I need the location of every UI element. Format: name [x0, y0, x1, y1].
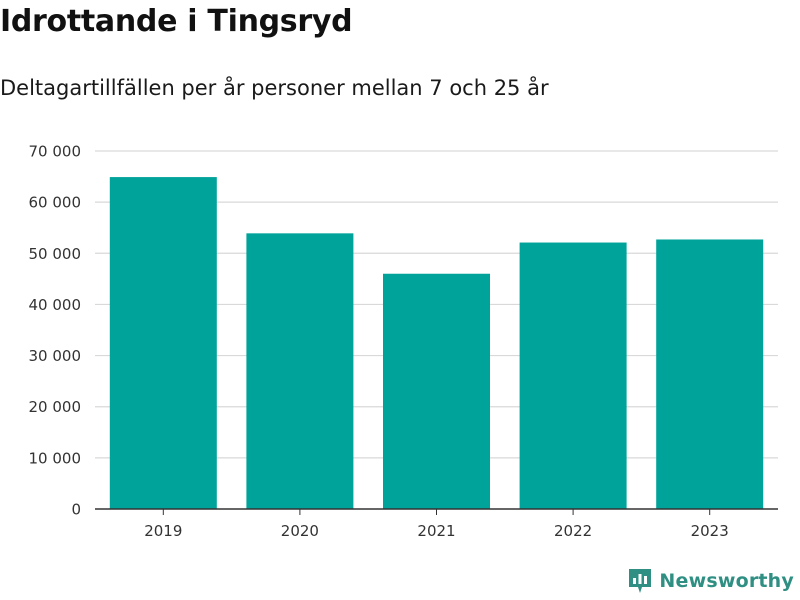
brand-name: Newsworthy: [659, 570, 794, 592]
y-tick-label: 50 000: [29, 245, 82, 263]
y-tick-label: 30 000: [29, 347, 82, 365]
x-tick-label: 2021: [417, 522, 455, 540]
newsworthy-logo-icon: [629, 569, 652, 593]
chart-subtitle: Deltagartillfällen per år personer mella…: [0, 76, 549, 100]
bar-2022: [519, 242, 627, 509]
bar-2019: [109, 177, 217, 509]
y-tick-label: 70 000: [29, 143, 82, 161]
y-tick-label: 0: [71, 501, 81, 519]
y-tick-label: 10 000: [29, 449, 82, 467]
bar-2023: [656, 239, 764, 509]
x-axis-tick-labels: 2019 2020 2021 2022 2023: [144, 509, 729, 540]
bar-2020: [246, 233, 354, 509]
x-tick-label: 2020: [281, 522, 319, 540]
x-tick-label: 2019: [144, 522, 182, 540]
y-axis-tick-labels: 0 10 000 20 000 30 000 40 000 50 000 60 000 70 …: [29, 143, 82, 519]
brand-logo: Newsworthy: [627, 566, 794, 596]
y-tick-label: 60 000: [29, 194, 82, 212]
chart-title: Idrottande i Tingsryd: [0, 4, 353, 39]
bar-2021: [383, 273, 490, 509]
x-tick-label: 2023: [691, 522, 729, 540]
y-tick-label: 40 000: [29, 296, 82, 314]
bars: [109, 177, 764, 509]
x-tick-label: 2022: [554, 522, 592, 540]
y-tick-label: 20 000: [29, 398, 82, 416]
